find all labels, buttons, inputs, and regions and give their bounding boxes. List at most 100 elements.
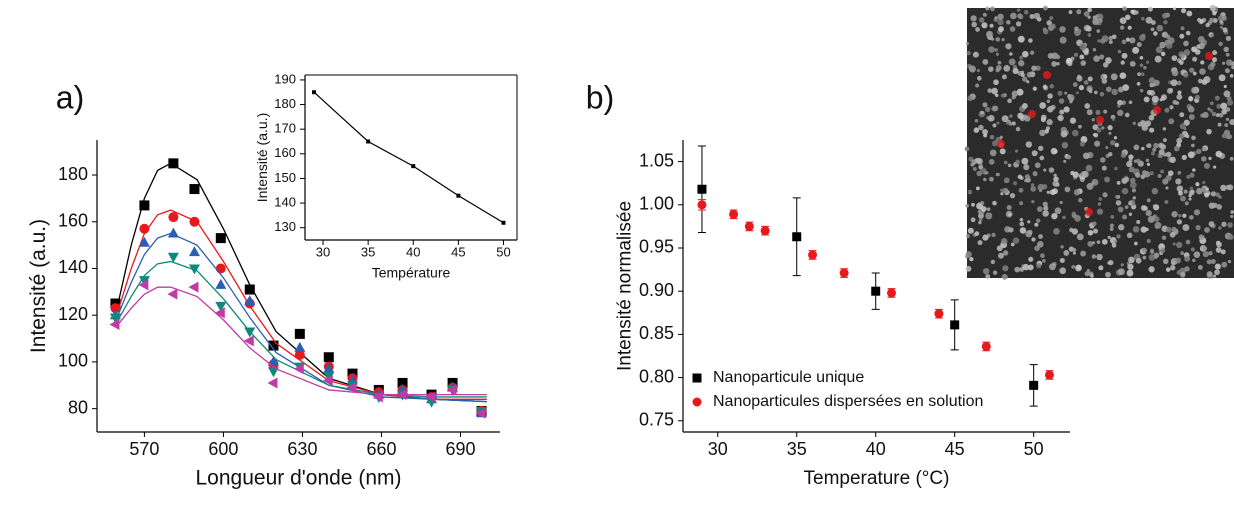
particle (975, 186, 980, 191)
particle (1043, 5, 1048, 11)
marker (138, 236, 150, 247)
particle (1120, 263, 1124, 267)
particle (1176, 219, 1183, 225)
particle (1039, 155, 1045, 161)
marker (167, 252, 179, 263)
particle (1011, 121, 1016, 126)
particle (1087, 229, 1094, 236)
particle (1166, 226, 1172, 233)
y-tick-label: 180 (274, 96, 296, 111)
particle (1031, 150, 1038, 157)
particle (1018, 14, 1024, 20)
marker (109, 313, 121, 324)
particle (1046, 20, 1052, 26)
particle (1114, 142, 1120, 148)
particle (1042, 201, 1048, 207)
marker (366, 139, 371, 144)
particle (1038, 234, 1043, 239)
particle (1171, 226, 1177, 232)
particle (1009, 52, 1013, 56)
particle (1177, 185, 1183, 191)
particle (1025, 141, 1033, 148)
particle (1120, 152, 1127, 158)
particle (1129, 177, 1136, 184)
particle (1139, 88, 1144, 93)
particle (1225, 59, 1233, 66)
particle (1047, 52, 1054, 59)
particle (1208, 251, 1213, 256)
marker (267, 367, 279, 378)
particle (1114, 166, 1118, 171)
particle (1024, 179, 1028, 183)
particle (1046, 119, 1053, 126)
marker (981, 341, 991, 351)
marker (215, 263, 226, 274)
particle (965, 203, 969, 208)
particle (1128, 166, 1135, 173)
particle (1093, 55, 1100, 62)
particle (1048, 167, 1055, 173)
particle (1142, 247, 1148, 253)
particle (1193, 251, 1201, 259)
particle (1026, 71, 1033, 78)
particle (1071, 265, 1076, 269)
particle (1201, 156, 1206, 162)
particle (1109, 227, 1114, 231)
particle (1023, 164, 1030, 171)
particle (1193, 209, 1201, 216)
particle (1169, 105, 1174, 110)
particle (1169, 88, 1173, 93)
particle (1189, 186, 1194, 190)
particle (1162, 138, 1167, 143)
particle (1225, 35, 1232, 42)
particle (1210, 33, 1214, 38)
marker (950, 320, 960, 330)
particle (973, 127, 980, 133)
particle (1184, 266, 1190, 272)
particle (1187, 106, 1195, 113)
marker (267, 355, 279, 366)
particle (1127, 263, 1134, 270)
marker (839, 268, 849, 278)
y-axis-title: Intensité normalisée (614, 201, 635, 371)
marker (446, 384, 457, 396)
particle (1078, 124, 1082, 129)
particle (1220, 249, 1226, 255)
particle (1139, 120, 1147, 127)
particle (1202, 180, 1206, 185)
marker (411, 164, 416, 169)
particle (1111, 117, 1116, 121)
particle (1179, 53, 1185, 59)
particle (1205, 187, 1209, 191)
particle (1162, 258, 1169, 265)
particle (980, 167, 987, 175)
particle (982, 59, 989, 65)
particle (1182, 213, 1187, 218)
y-tick-label: 130 (274, 219, 296, 234)
particle (988, 176, 994, 182)
y-tick-label: 100 (58, 351, 88, 371)
particle (1035, 65, 1041, 71)
particle (1057, 114, 1064, 122)
particle (1227, 222, 1233, 228)
particle (1229, 74, 1234, 78)
particle (1183, 189, 1188, 194)
particle (985, 274, 991, 279)
particle (968, 65, 976, 73)
particle (1101, 35, 1109, 43)
particle (1030, 183, 1035, 187)
particle (1076, 233, 1084, 241)
particle (1203, 162, 1211, 169)
particle (1154, 55, 1162, 63)
particle (1022, 263, 1030, 271)
particle (1213, 165, 1217, 169)
particle (1192, 258, 1196, 263)
particle (988, 46, 995, 53)
marker (871, 286, 881, 296)
particle (980, 200, 985, 206)
particle (1069, 117, 1077, 124)
particle (1015, 126, 1021, 132)
particle (1146, 198, 1151, 203)
particle (1216, 103, 1222, 109)
particle (1219, 20, 1223, 24)
